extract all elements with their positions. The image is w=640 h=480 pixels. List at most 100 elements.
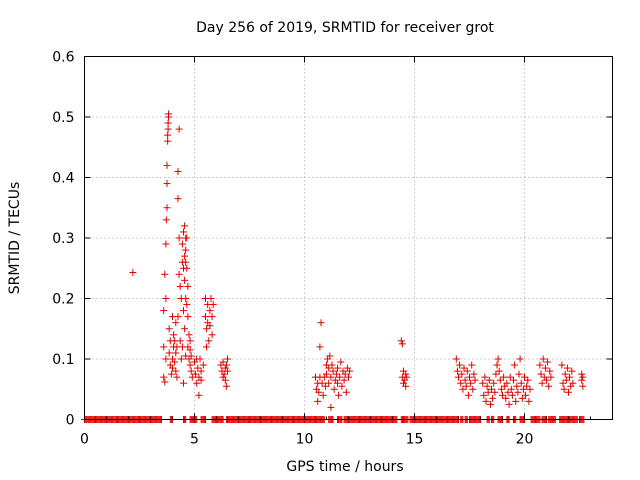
y-tick-label: 0 <box>66 413 75 429</box>
data-point <box>193 379 201 387</box>
data-point <box>321 382 329 390</box>
y-tick-label: 0.4 <box>52 171 74 187</box>
data-point <box>194 364 202 372</box>
data-point <box>491 388 499 396</box>
data-point <box>187 352 195 360</box>
data-point <box>462 382 470 390</box>
x-axis-label: GPS time / hours <box>286 459 403 475</box>
data-point <box>481 373 489 381</box>
data-point <box>539 355 547 363</box>
data-point <box>192 370 200 378</box>
data-point <box>205 337 213 345</box>
data-point <box>345 373 352 381</box>
data-point <box>206 307 214 315</box>
data-point <box>512 397 520 405</box>
data-point <box>164 137 172 145</box>
data-point <box>182 246 190 254</box>
data-point <box>521 373 528 381</box>
data-point <box>468 361 476 369</box>
data-point <box>167 370 175 378</box>
data-point <box>336 373 344 381</box>
data-point <box>466 373 473 381</box>
data-point <box>160 307 168 315</box>
data-point <box>545 382 553 390</box>
data-point <box>516 355 524 363</box>
data-point <box>323 370 330 378</box>
data-point <box>569 379 577 387</box>
data-point <box>181 276 189 284</box>
data-point <box>513 382 521 390</box>
data-point <box>484 388 492 396</box>
data-points <box>81 110 588 423</box>
data-point <box>184 313 192 321</box>
data-point <box>163 161 171 169</box>
data-point <box>558 361 566 369</box>
data-point <box>337 358 345 366</box>
data-point <box>186 337 194 345</box>
data-point <box>219 358 227 366</box>
data-point <box>176 282 184 290</box>
data-point <box>165 349 173 357</box>
data-point <box>578 376 586 384</box>
data-point <box>563 364 571 372</box>
data-point <box>335 391 343 399</box>
data-point <box>221 376 229 384</box>
data-point <box>559 379 567 387</box>
data-point <box>314 397 322 405</box>
data-point <box>197 376 205 384</box>
data-point <box>327 403 335 411</box>
data-point <box>185 331 193 339</box>
data-point <box>203 343 211 351</box>
data-point <box>162 240 170 248</box>
data-point <box>470 370 478 378</box>
data-point <box>523 382 531 390</box>
data-point <box>536 361 544 369</box>
data-point <box>188 373 196 381</box>
data-point <box>175 270 183 278</box>
data-point <box>342 388 350 396</box>
data-point <box>505 400 513 408</box>
data-point <box>507 385 515 393</box>
data-point <box>175 234 183 242</box>
data-point <box>172 367 180 375</box>
data-point <box>180 307 187 315</box>
data-point <box>170 331 178 339</box>
data-point <box>317 319 325 327</box>
data-point <box>209 301 217 309</box>
data-point <box>467 379 475 387</box>
data-point <box>515 370 523 378</box>
data-point <box>165 325 173 333</box>
data-point <box>220 370 228 378</box>
data-point <box>453 367 461 375</box>
y-tick-label: 0.5 <box>52 110 74 126</box>
data-point <box>187 367 195 375</box>
data-point <box>456 361 464 369</box>
data-point <box>207 295 215 302</box>
data-point <box>537 370 545 378</box>
data-point <box>402 382 410 390</box>
data-point <box>224 355 231 363</box>
data-point <box>161 378 169 386</box>
data-point <box>489 394 497 402</box>
data-point <box>183 301 191 309</box>
data-point <box>490 379 498 387</box>
data-point <box>199 361 207 369</box>
data-point <box>169 364 176 372</box>
data-point <box>182 258 190 266</box>
data-point <box>568 367 576 375</box>
data-point <box>174 167 182 175</box>
data-point <box>519 385 527 393</box>
axes: 0 0.1 0.2 0.3 0.4 0.5 0.6 0 5 10 15 20 <box>52 50 613 448</box>
data-point <box>495 367 503 375</box>
y-tick-label: 0.1 <box>52 352 74 368</box>
y-axis-label: SRMTID / TECUs <box>7 182 23 295</box>
data-point <box>483 382 491 390</box>
data-point <box>160 373 168 381</box>
data-point <box>543 376 550 384</box>
data-point <box>560 385 568 393</box>
data-point <box>164 125 172 133</box>
data-point <box>163 180 171 188</box>
data-point <box>398 340 406 348</box>
data-point <box>224 367 231 375</box>
grid-lines <box>84 56 613 420</box>
